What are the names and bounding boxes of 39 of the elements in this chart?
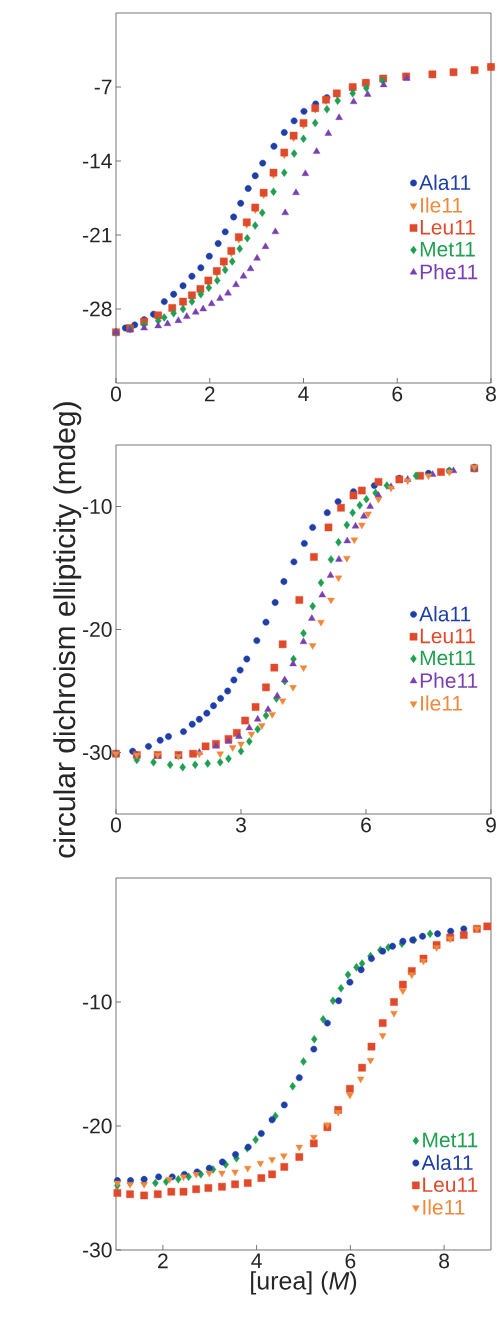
- x-axis-title: [urea] (M): [251, 1271, 357, 1295]
- y-tick-label: -10: [82, 994, 112, 1010]
- legend-label: Met11: [420, 650, 475, 666]
- legend-label: Phe11: [420, 672, 478, 689]
- legend-label: Ile11: [420, 695, 462, 711]
- y-tick-label: -14: [82, 153, 112, 169]
- y-tick-label: -28: [82, 301, 112, 317]
- y-tick-label: -20: [82, 622, 112, 637]
- legend-label: Ala11: [421, 1154, 473, 1171]
- y-tick-label: -10: [82, 499, 112, 514]
- x-tick-label: 4: [251, 1253, 262, 1268]
- x-tick-label: 3: [235, 817, 246, 833]
- x-tick-label: 2: [204, 386, 215, 402]
- x-tick-label: 8: [485, 386, 496, 402]
- legend-label: Met11: [420, 241, 475, 257]
- legend-label: Phe11: [420, 263, 478, 280]
- legend-label: Ile11: [420, 197, 462, 213]
- x-tick-label: 9: [486, 817, 496, 833]
- y-tick-label: -30: [82, 745, 112, 760]
- x-tick-label: 6: [361, 817, 371, 833]
- legend-label: Ala11: [419, 606, 471, 622]
- legend-label: Ile11: [423, 1199, 465, 1215]
- y-tick-label: -7: [94, 79, 112, 95]
- x-tick-label: 6: [345, 1253, 356, 1269]
- y-tick-label: -20: [82, 1118, 112, 1134]
- y-tick-label: -30: [82, 1242, 112, 1258]
- legend-label: Ala11: [419, 174, 471, 191]
- legend-label: Leu11: [420, 628, 475, 644]
- x-tick-label: 8: [439, 1253, 449, 1269]
- x-tick-label: 4: [298, 386, 309, 401]
- x-tick-label: 0: [110, 817, 121, 833]
- y-axis-title: circular dichroism ellipticity (mdeg): [53, 402, 82, 858]
- y-tick-label: -21: [82, 227, 112, 243]
- x-tick-label: 0: [110, 386, 121, 402]
- legend-label: Leu11: [423, 1177, 478, 1193]
- x-tick-label: 6: [392, 386, 403, 402]
- x-tick-label: 2: [158, 1253, 168, 1269]
- legend-label: Met11: [423, 1132, 478, 1148]
- legend-label: Leu11: [420, 220, 475, 235]
